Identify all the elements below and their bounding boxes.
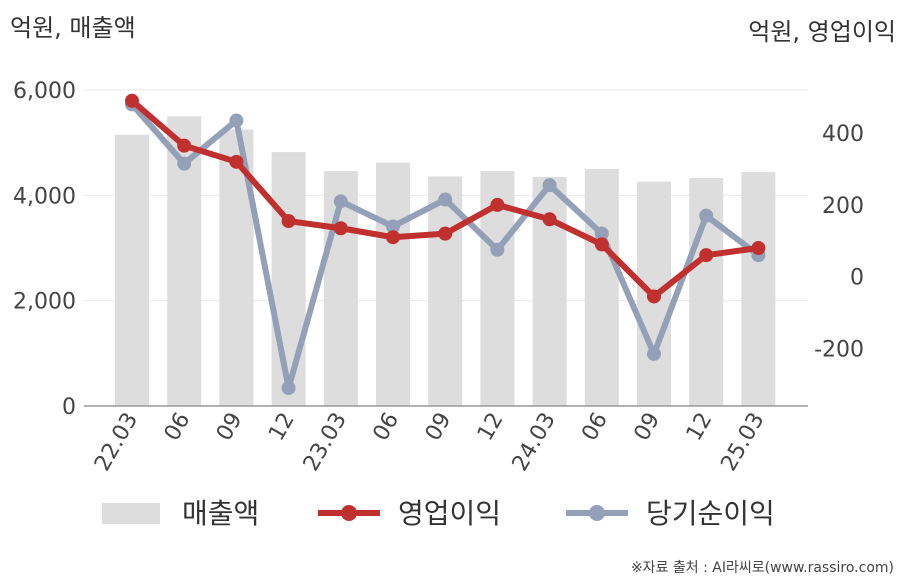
y-tick-label-left: 0: [62, 395, 76, 420]
data-point: [699, 248, 714, 263]
legend-marker: [589, 505, 605, 521]
bar: [271, 152, 306, 406]
legend-label: 당기순이익: [646, 497, 775, 530]
data-point: [542, 178, 557, 193]
bar: [115, 134, 149, 406]
y-tick-label-right: 0: [850, 266, 864, 291]
right-axis-unit: 억원, 영업이익: [748, 18, 896, 46]
data-point: [125, 93, 139, 108]
x-tick-label: 12: [473, 409, 509, 446]
data-point: [594, 226, 609, 241]
bar-series: [115, 116, 776, 406]
data-point: [647, 346, 661, 361]
x-tick-label: 06: [369, 409, 405, 446]
x-tick-label: 06: [160, 409, 196, 446]
data-point: [281, 381, 296, 396]
y-tick-label-left: 6,000: [13, 79, 76, 104]
x-axis-ticks: 22.03 06 09 12 23.03 06 09 12 24.03 06 09 12 25.03: [90, 409, 770, 476]
y-tick-label-right: 200: [822, 194, 864, 219]
x-tick-label: 09: [421, 409, 457, 446]
data-point: [386, 230, 400, 245]
data-point: [281, 214, 296, 229]
data-point: [542, 212, 557, 227]
bar: [584, 169, 619, 406]
source-note: ※자료 출처 : AI라씨로(www.rassiro.com): [631, 560, 894, 576]
legend: 매출액 영업이익 당기순이익: [102, 497, 775, 530]
left-axis-unit: 억원, 매출액: [10, 14, 136, 42]
left-axis-ticks: 0 2,000 4,000 6,000: [13, 79, 76, 420]
data-point: [229, 154, 244, 169]
data-point: [594, 237, 609, 252]
data-point: [333, 221, 348, 236]
x-tick-label: 06: [577, 409, 613, 446]
right-axis-ticks: -200 0 200 400: [814, 122, 864, 362]
data-point: [177, 138, 192, 153]
data-point: [229, 113, 244, 128]
bar: [376, 162, 410, 406]
legend-label: 매출액: [182, 497, 259, 530]
x-tick-label: 24.03: [508, 409, 561, 476]
data-point: [490, 242, 505, 257]
x-tick-label: 09: [212, 409, 248, 446]
data-point: [438, 226, 453, 241]
x-tick-label: 23.03: [299, 409, 352, 476]
legend-swatch: [102, 503, 160, 524]
x-tick-label: 09: [630, 409, 666, 446]
data-point: [699, 208, 714, 223]
y-tick-label-left: 4,000: [13, 184, 76, 209]
x-tick-label: 12: [264, 409, 300, 446]
y-tick-label-right: 400: [822, 122, 864, 147]
bar: [532, 176, 567, 406]
data-point: [490, 197, 505, 212]
data-point: [647, 289, 661, 304]
y-tick-label-left: 2,000: [13, 290, 76, 315]
line-series: [125, 93, 766, 396]
x-tick-label: 22.03: [90, 409, 143, 476]
legend-marker: [341, 505, 357, 521]
x-tick-label: 12: [682, 409, 718, 446]
bar: [741, 172, 776, 406]
data-point: [438, 192, 453, 207]
data-point: [751, 241, 766, 255]
data-point: [333, 194, 348, 209]
x-tick-label: 25.03: [716, 409, 769, 476]
data-point: [386, 219, 400, 234]
legend-label: 영업이익: [398, 497, 501, 530]
data-point: [177, 156, 192, 171]
y-tick-label-right: -200: [814, 338, 864, 363]
bar: [428, 176, 463, 406]
